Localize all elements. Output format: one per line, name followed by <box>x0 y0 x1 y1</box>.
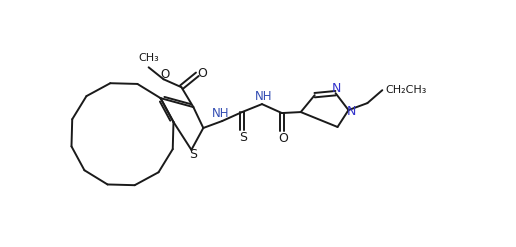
Text: O: O <box>160 68 169 81</box>
Text: NH: NH <box>212 106 229 120</box>
Text: S: S <box>239 131 247 144</box>
Text: N: N <box>347 104 356 118</box>
Text: NH: NH <box>255 90 273 103</box>
Text: O: O <box>278 132 288 145</box>
Text: O: O <box>198 67 207 80</box>
Text: CH₂CH₃: CH₂CH₃ <box>385 85 427 95</box>
Text: CH₃: CH₃ <box>138 53 159 63</box>
Text: S: S <box>189 148 197 161</box>
Text: N: N <box>332 82 341 95</box>
